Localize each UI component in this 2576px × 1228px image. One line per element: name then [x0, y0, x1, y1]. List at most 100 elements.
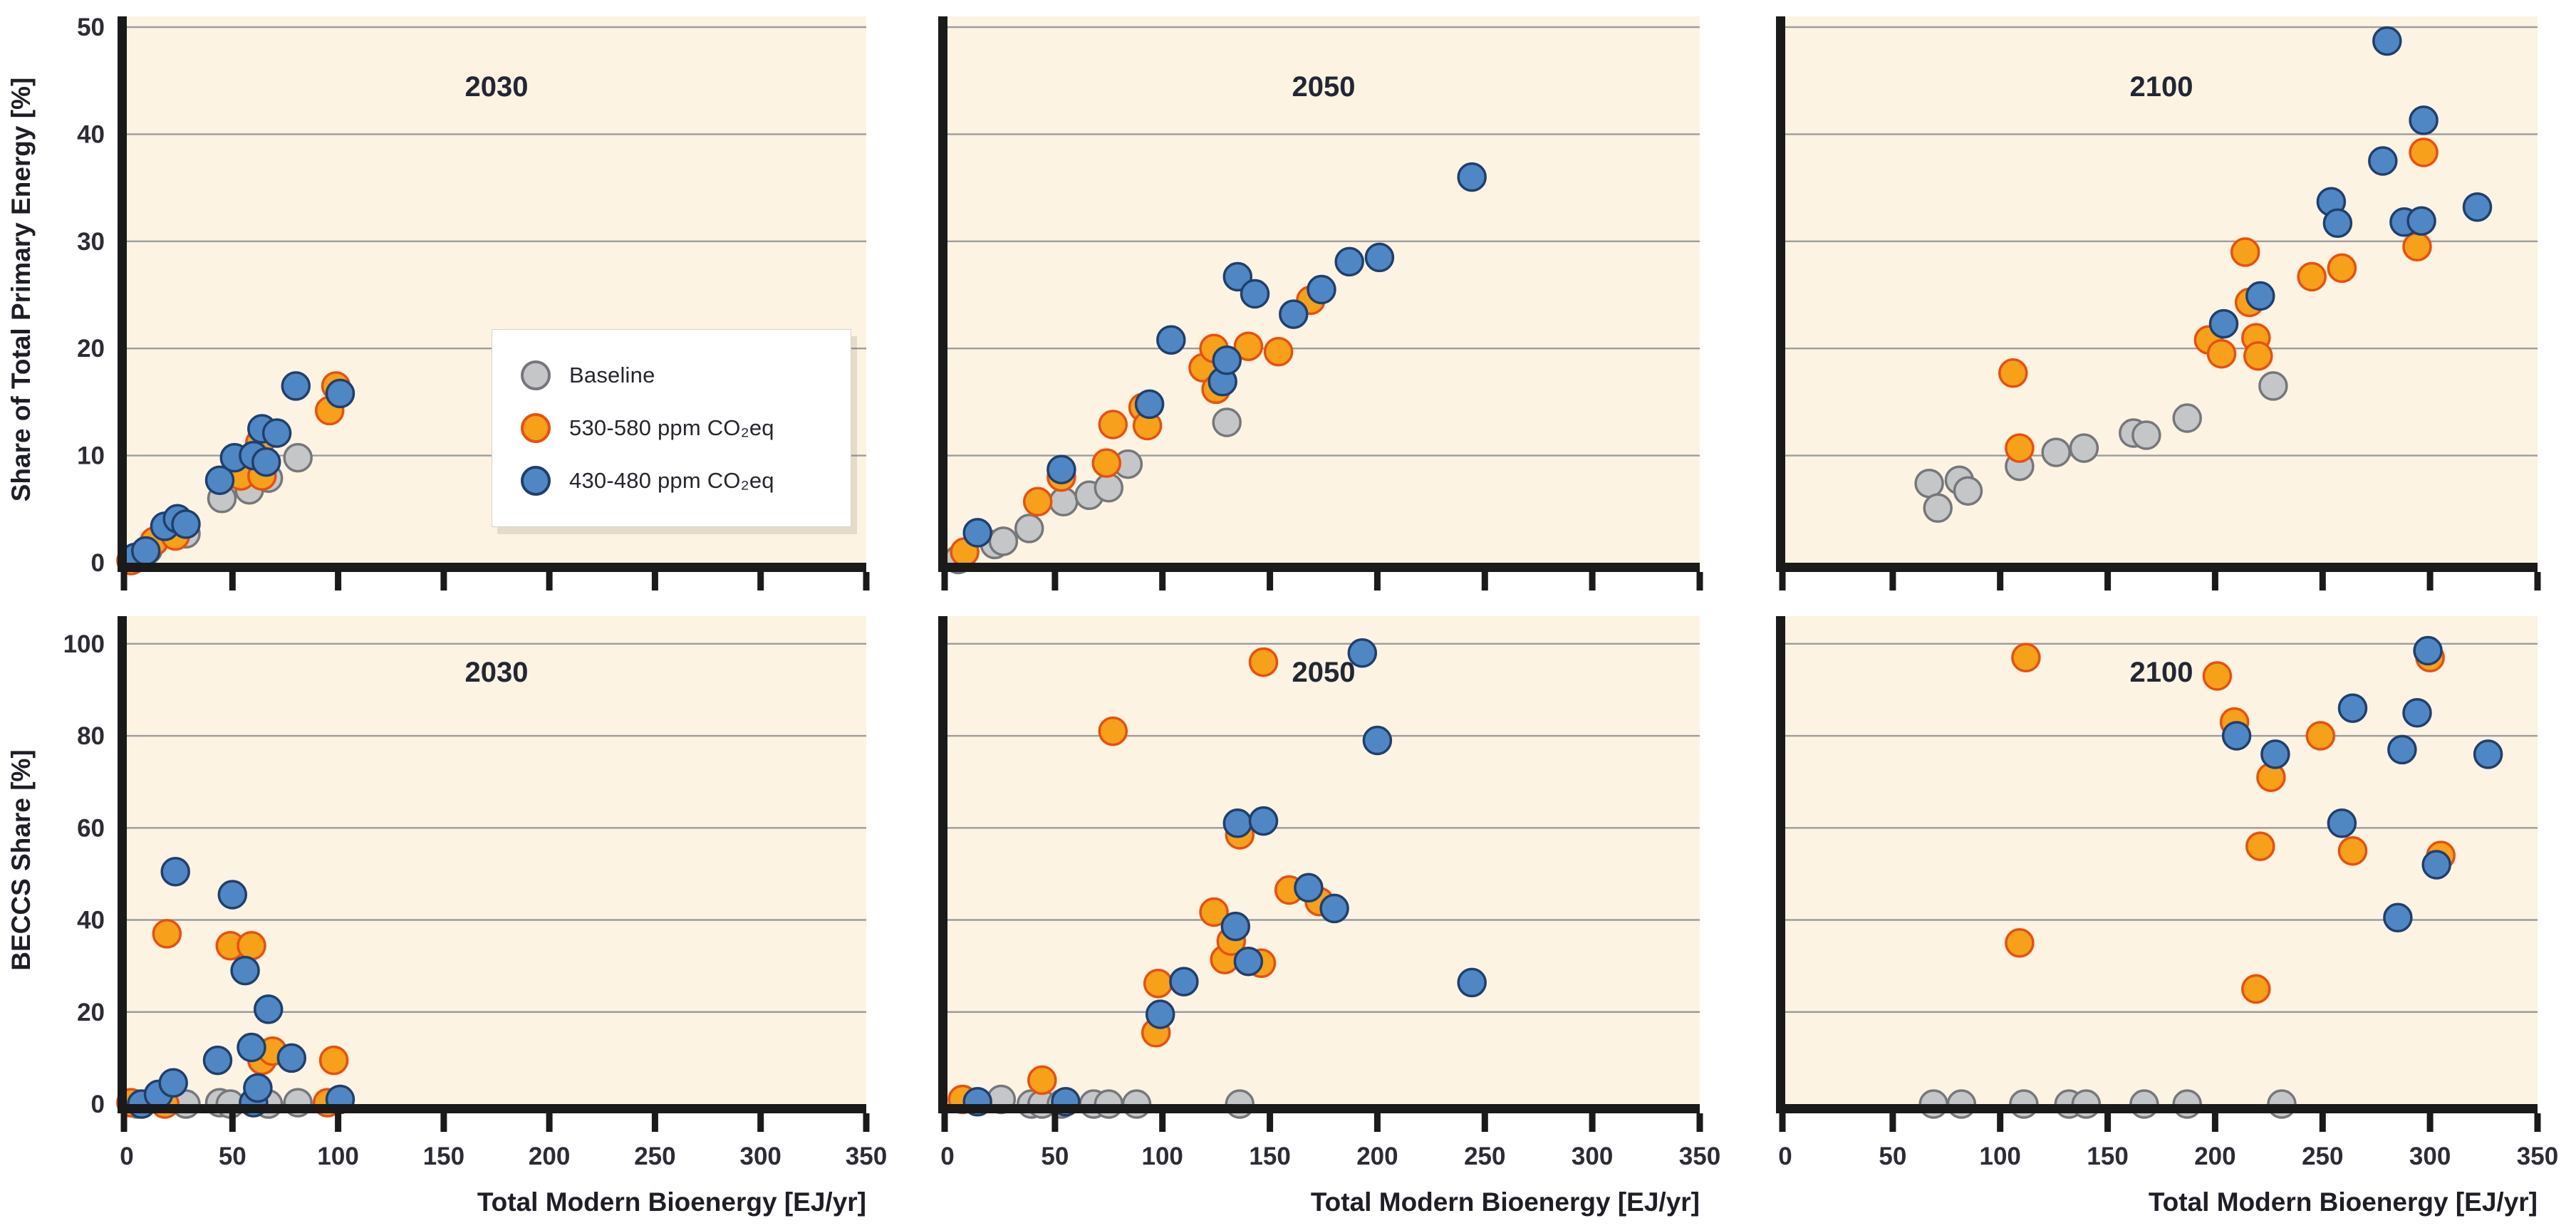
- panel-title-2030-r0: 2030: [465, 71, 529, 103]
- data-point-low: [2322, 208, 2353, 239]
- data-point-low: [243, 1073, 273, 1103]
- x-tick-label: 50: [219, 1143, 246, 1170]
- data-point-mid: [2402, 231, 2432, 262]
- y-axis-spine: [118, 16, 127, 572]
- mid-scenario-dot-icon: [521, 413, 551, 443]
- data-point-baseline: [1014, 514, 1044, 543]
- x-tick-mark: [2319, 572, 2326, 590]
- x-tick-mark: [1997, 1113, 2004, 1132]
- x-tick-mark: [2104, 572, 2112, 590]
- x-tick-label: 200: [1356, 1143, 1398, 1170]
- data-point-low: [1220, 911, 1251, 942]
- data-point-baseline: [2258, 371, 2288, 401]
- data-point-low: [1319, 893, 1349, 924]
- data-point-low: [1364, 242, 1395, 273]
- data-point-mid: [1248, 647, 1279, 677]
- data-point-low: [237, 1032, 266, 1063]
- x-axis-spine: [118, 563, 866, 572]
- data-point-mid: [2005, 928, 2035, 958]
- legend-label-530-580: 530-580 ppm CO₂eq: [569, 415, 774, 440]
- data-point-low: [2372, 26, 2402, 56]
- x-tick-mark: [1481, 572, 1488, 590]
- x-tick-mark: [651, 1113, 658, 1132]
- x-tick-mark: [1779, 572, 1786, 590]
- x-tick-mark: [1589, 1113, 1596, 1132]
- panel-title-2030-r1: 2030: [465, 657, 529, 688]
- x-tick-label: 200: [2194, 1143, 2235, 1170]
- data-point-low: [158, 1068, 188, 1098]
- data-point-low: [261, 418, 292, 448]
- data-point-low: [1457, 967, 1487, 998]
- data-point-baseline: [1923, 493, 1953, 524]
- y-tick-label: 20: [77, 999, 105, 1026]
- x-tick-mark: [335, 572, 342, 590]
- data-point-baseline: [2131, 420, 2161, 450]
- x-tick-mark: [2534, 1113, 2541, 1132]
- data-point-low: [2413, 635, 2443, 666]
- data-point-baseline: [988, 526, 1019, 556]
- x-tick-label: 350: [1679, 1143, 1720, 1170]
- x-tick-mark: [1589, 572, 1596, 590]
- x-tick-label: 0: [1778, 1143, 1792, 1170]
- data-point-low: [1134, 389, 1165, 420]
- y-tick-label: 0: [91, 549, 105, 577]
- data-point-mid: [1233, 331, 1264, 361]
- data-point-mid: [237, 930, 266, 961]
- x-tick-mark: [1373, 1113, 1381, 1132]
- panel-bg-2030-r1: [127, 616, 866, 1104]
- data-point-baseline: [2172, 403, 2202, 433]
- data-point-low: [2368, 146, 2398, 176]
- y-tick-label: 50: [77, 14, 105, 41]
- x-tick-mark: [1997, 572, 2004, 590]
- data-point-low: [253, 994, 284, 1024]
- data-point-low: [2337, 693, 2368, 723]
- x-tick-label: 300: [2409, 1143, 2451, 1170]
- x-tick-label: 150: [1249, 1143, 1290, 1170]
- data-point-low: [230, 955, 260, 986]
- y-tick-label: 10: [77, 442, 105, 470]
- data-point-mid: [1998, 358, 2028, 388]
- x-tick-mark: [1481, 1113, 1488, 1132]
- x-tick-mark: [546, 572, 553, 590]
- x-tick-label: 100: [317, 1143, 358, 1170]
- x-tick-label: 100: [1141, 1143, 1183, 1170]
- data-point-low: [2260, 739, 2290, 769]
- legend-label-430-480: 430-480 ppm CO₂eq: [569, 468, 774, 493]
- x-tick-label: 50: [1041, 1143, 1069, 1170]
- data-point-mid: [1027, 1065, 1057, 1096]
- data-point-low: [130, 536, 161, 566]
- y-tick-label: 100: [63, 630, 105, 658]
- y-tick-label: 40: [77, 907, 105, 935]
- x-tick-mark: [1889, 1113, 1896, 1132]
- y-axis-title: Share of Total Primary Energy [%]: [6, 78, 36, 502]
- x-tick-mark: [546, 1113, 553, 1132]
- x-tick-label: 0: [120, 1143, 133, 1170]
- data-point-low: [1294, 873, 1324, 903]
- x-tick-label: 350: [2517, 1143, 2558, 1170]
- x-tick-label: 250: [2302, 1143, 2343, 1170]
- y-axis-spine: [1776, 16, 1785, 572]
- panel-bg-2050-r1: [947, 616, 1700, 1104]
- x-tick-mark: [2319, 1113, 2326, 1132]
- data-point-low: [1169, 967, 1199, 997]
- data-point-low: [171, 509, 201, 539]
- x-tick-mark: [2104, 1113, 2112, 1132]
- data-point-low: [2245, 281, 2275, 311]
- panel-title-2100-r1: 2100: [2130, 657, 2193, 688]
- x-tick-mark: [757, 1113, 764, 1132]
- y-axis-title: BECCS Share [%]: [6, 749, 36, 970]
- x-tick-mark: [1159, 572, 1166, 590]
- x-tick-label: 300: [739, 1143, 781, 1170]
- x-tick-mark: [2534, 572, 2541, 590]
- x-tick-mark: [2426, 1113, 2434, 1132]
- data-point-low: [2409, 105, 2439, 135]
- data-point-low: [1240, 279, 1270, 309]
- x-tick-mark: [1696, 572, 1703, 590]
- data-point-mid: [2337, 836, 2368, 866]
- data-point-low: [1248, 806, 1279, 836]
- x-axis-spine: [118, 1104, 866, 1113]
- data-point-low: [1156, 325, 1186, 355]
- data-point-low: [962, 518, 992, 548]
- data-point-low: [1362, 725, 1393, 756]
